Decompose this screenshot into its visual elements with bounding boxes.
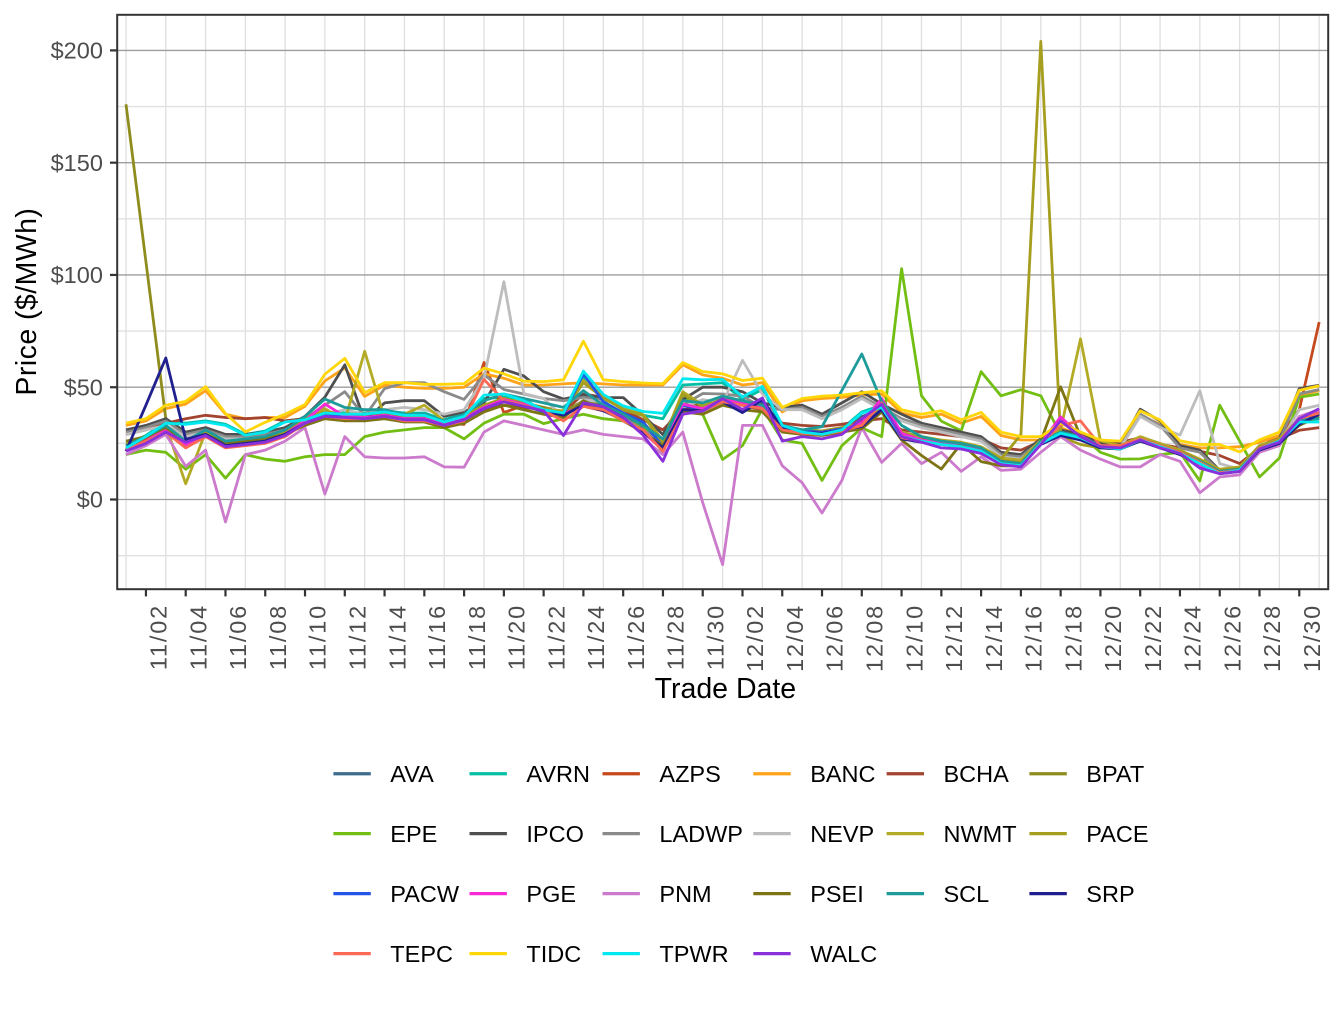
svg-text:11/02: 11/02 [146,604,172,670]
svg-text:11/04: 11/04 [185,604,211,670]
svg-text:12/24: 12/24 [1180,604,1206,672]
svg-text:12/06: 12/06 [822,604,848,672]
svg-text:PGE: PGE [526,881,576,907]
svg-text:12/20: 12/20 [1100,604,1126,672]
svg-text:$150: $150 [51,150,103,176]
svg-text:11/16: 11/16 [424,604,450,670]
svg-text:11/08: 11/08 [265,604,291,670]
svg-text:WALC: WALC [810,941,877,967]
svg-text:$0: $0 [77,487,103,513]
svg-text:EPE: EPE [390,821,437,847]
svg-text:11/12: 11/12 [345,604,371,670]
svg-text:AZPS: AZPS [659,761,720,787]
svg-text:$100: $100 [51,262,103,288]
svg-text:11/24: 11/24 [583,604,609,670]
svg-text:SCL: SCL [944,881,990,907]
svg-text:12/12: 12/12 [941,604,967,672]
svg-text:11/26: 11/26 [623,604,649,670]
svg-text:11/14: 11/14 [384,604,410,670]
svg-text:PACW: PACW [390,881,460,907]
svg-text:11/28: 11/28 [663,604,689,670]
svg-text:12/18: 12/18 [1060,604,1086,672]
svg-text:12/10: 12/10 [901,604,927,672]
svg-text:SRP: SRP [1086,881,1134,907]
svg-text:12/28: 12/28 [1259,604,1285,672]
svg-text:AVRN: AVRN [526,761,590,787]
svg-text:TIDC: TIDC [526,941,581,967]
svg-text:BCHA: BCHA [944,761,1010,787]
svg-text:NEVP: NEVP [810,821,874,847]
svg-text:11/20: 11/20 [504,604,530,670]
svg-text:11/22: 11/22 [543,604,569,670]
svg-text:$50: $50 [64,374,103,400]
svg-text:12/08: 12/08 [862,604,888,672]
svg-text:11/10: 11/10 [305,604,331,670]
svg-text:PSEI: PSEI [810,881,864,907]
svg-text:NWMT: NWMT [944,821,1017,847]
svg-text:11/30: 11/30 [702,604,728,670]
svg-text:12/04: 12/04 [782,604,808,672]
svg-text:12/22: 12/22 [1140,604,1166,672]
svg-text:12/30: 12/30 [1299,604,1325,672]
svg-text:11/06: 11/06 [225,604,251,670]
svg-text:LADWP: LADWP [659,821,743,847]
svg-text:PNM: PNM [659,881,711,907]
svg-text:BANC: BANC [810,761,875,787]
svg-text:$200: $200 [51,38,103,64]
svg-text:PACE: PACE [1086,821,1148,847]
svg-text:TPWR: TPWR [659,941,728,967]
svg-text:12/26: 12/26 [1219,604,1245,672]
svg-text:AVA: AVA [390,761,434,787]
svg-text:Trade Date: Trade Date [655,673,797,705]
svg-text:IPCO: IPCO [526,821,583,847]
svg-text:11/18: 11/18 [464,604,490,670]
svg-text:Price ($/MWh): Price ($/MWh) [11,208,43,396]
svg-text:TEPC: TEPC [390,941,453,967]
svg-text:12/16: 12/16 [1021,604,1047,672]
svg-text:BPAT: BPAT [1086,761,1144,787]
svg-text:12/02: 12/02 [742,604,768,672]
svg-text:12/14: 12/14 [981,604,1007,672]
